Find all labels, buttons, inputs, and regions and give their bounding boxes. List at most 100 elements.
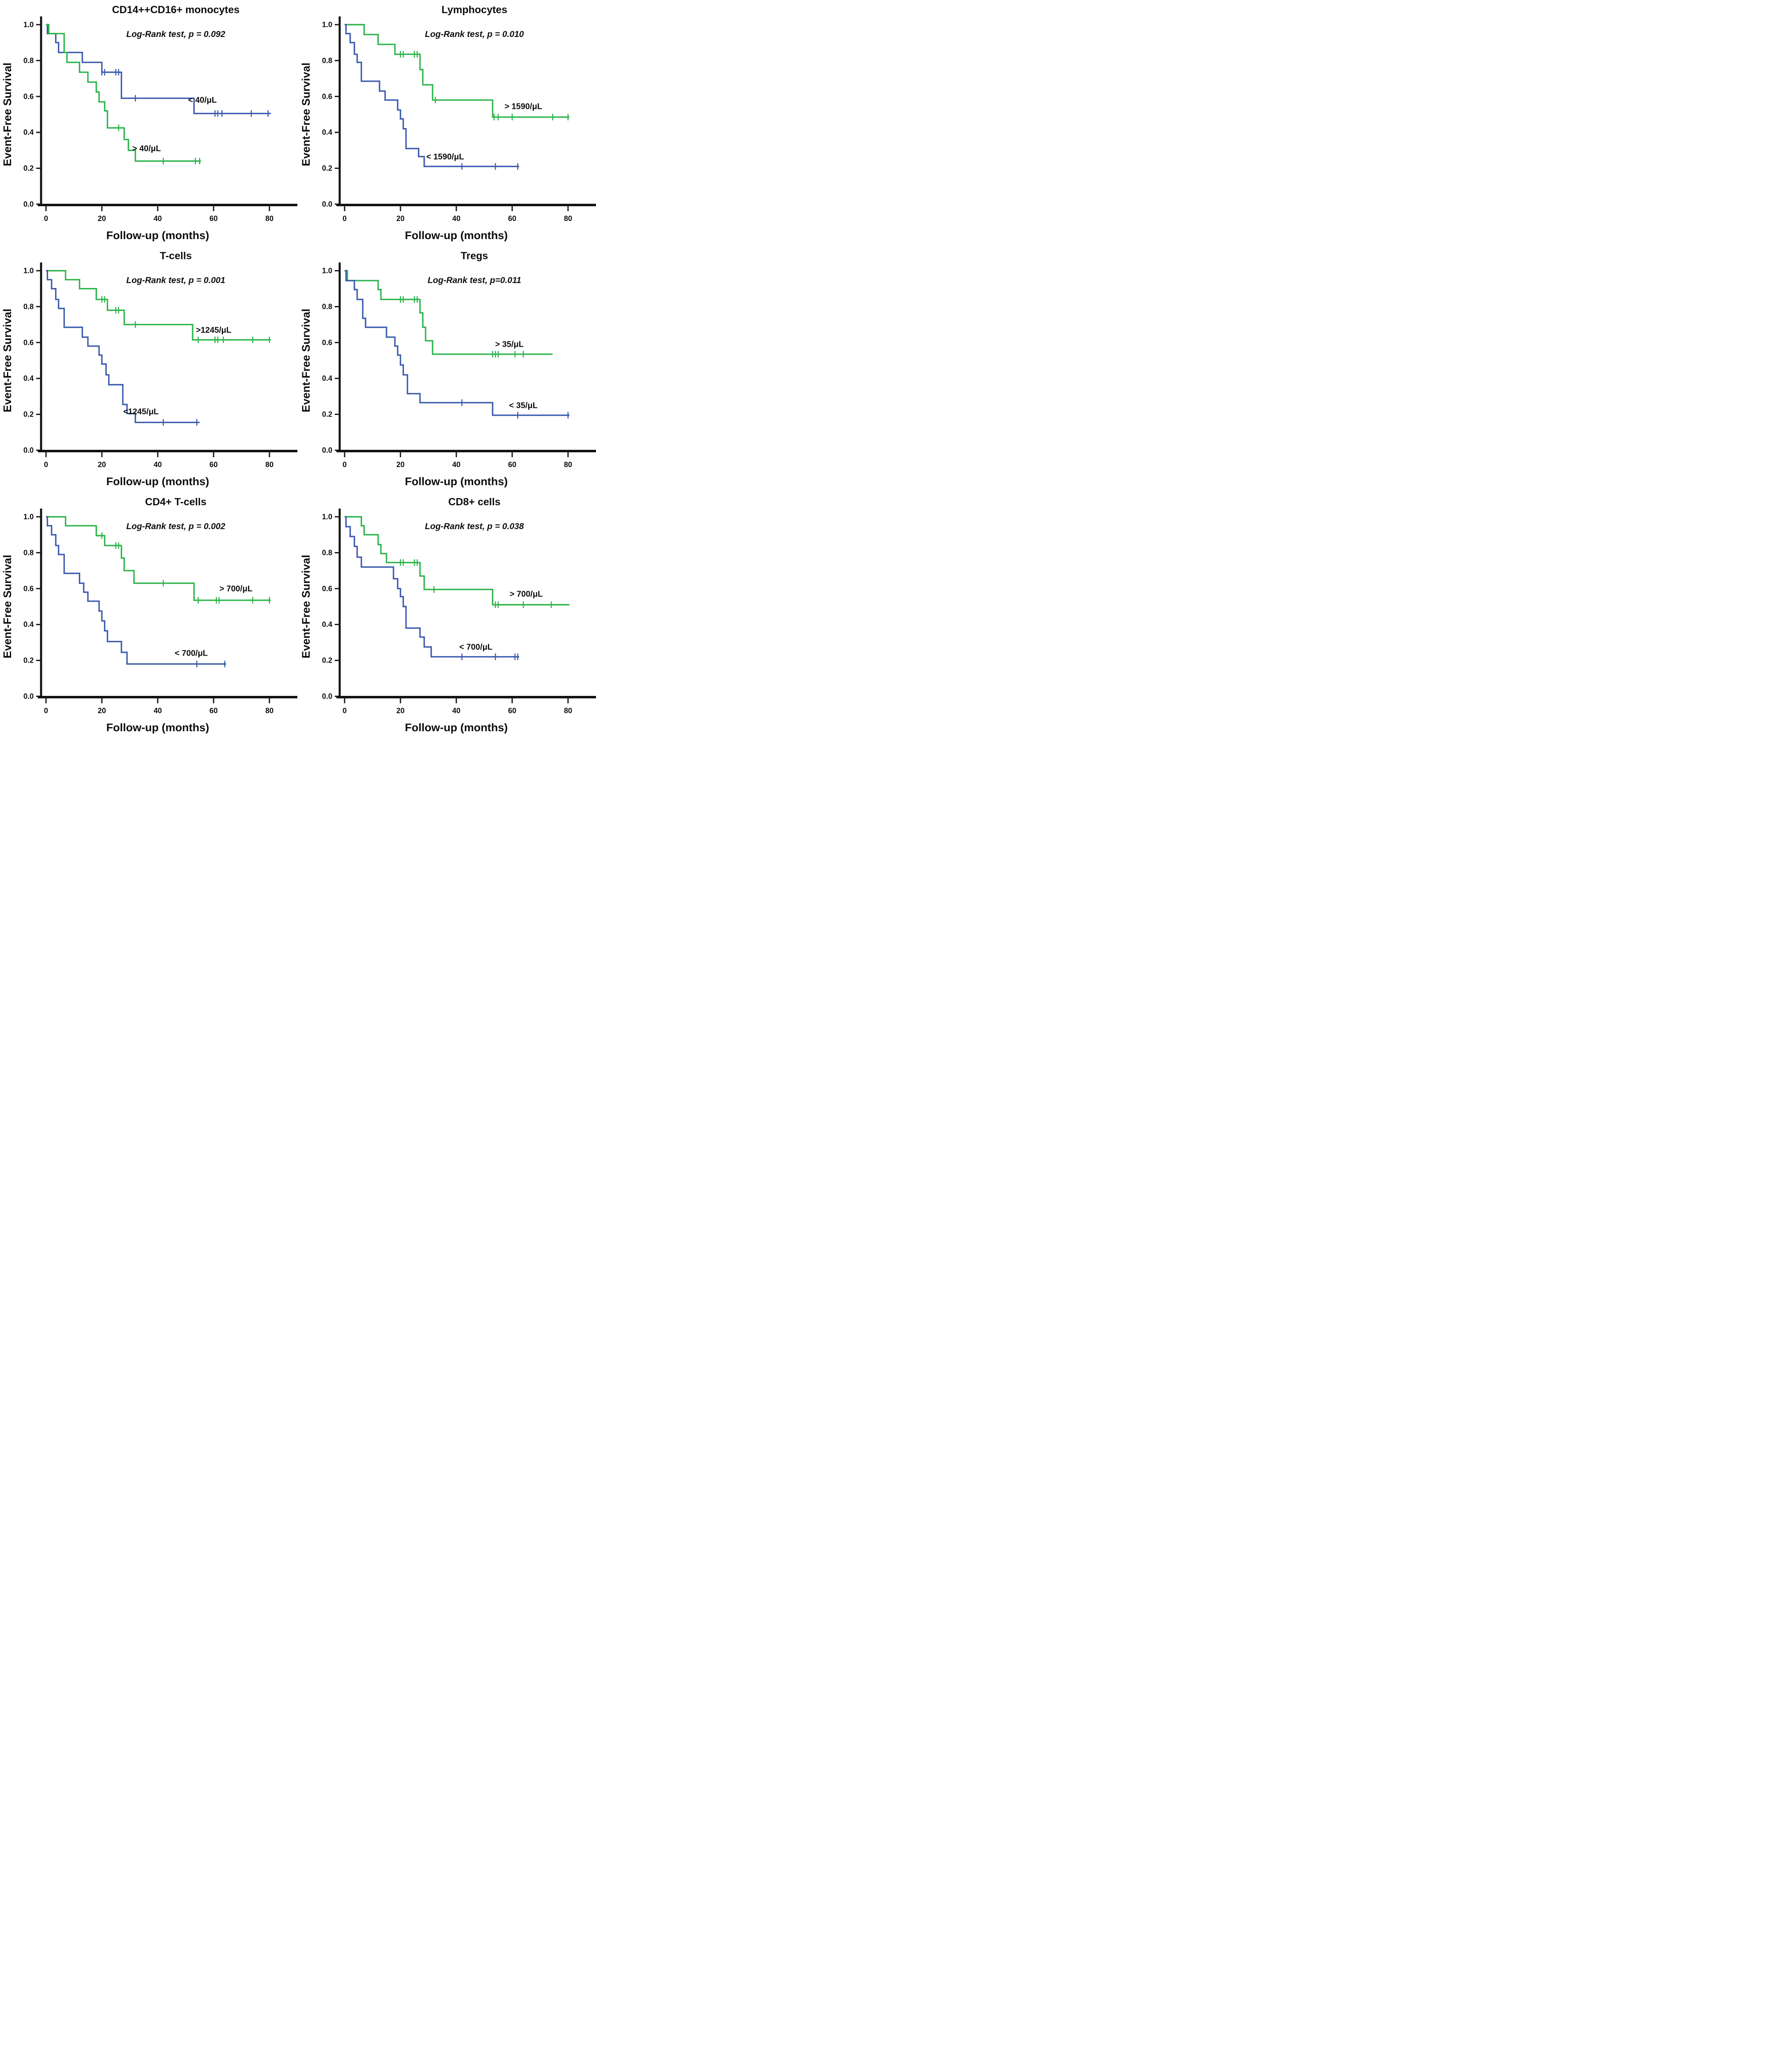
km-curve-blue	[46, 270, 200, 423]
x-tick-label: 60	[508, 214, 516, 223]
series-label-blue: < 35/μL	[509, 401, 538, 410]
y-tick-label: 0.8	[23, 302, 34, 311]
y-axis-title: Event-Free Survival	[300, 309, 312, 412]
x-axis-title: Follow-up (months)	[405, 229, 508, 242]
x-tick-label: 20	[98, 461, 106, 469]
x-tick-label: 20	[396, 707, 405, 715]
x-axis-title: Follow-up (months)	[405, 475, 508, 488]
y-tick-label: 0.8	[322, 56, 332, 64]
series-label-green: > 40/μL	[132, 144, 161, 153]
y-tick-label: 0.4	[322, 374, 332, 382]
series-label-green: > 700/μL	[510, 589, 543, 599]
x-tick-label: 60	[508, 707, 516, 715]
series-label-blue: < 700/μL	[459, 642, 492, 652]
panel-title: Lymphocytes	[442, 4, 507, 16]
series-label-blue: < 40/μL	[188, 96, 217, 105]
x-tick-label: 40	[154, 707, 162, 715]
x-tick-label: 20	[396, 461, 405, 469]
x-tick-label: 20	[98, 707, 106, 715]
km-chart-cd4-t-cells: 1.0 0.8 0.6 0.4 0.2 0.0 0 20 40 60 80 Event-Free Su…	[1, 496, 297, 734]
x-tick-label: 40	[452, 461, 460, 469]
y-tick-label: 0.6	[23, 92, 34, 101]
log-rank-annotation: Log-Rank test, p = 0.092	[127, 30, 225, 39]
y-tick-label: 0.0	[23, 446, 34, 454]
panel-title: CD4+ T-cells	[145, 496, 206, 508]
km-curve-blue	[345, 516, 519, 658]
km-chart-t-cells: 1.0 0.8 0.6 0.4 0.2 0.0 0 20 40 60 80 Event-Free Su…	[1, 250, 297, 488]
x-axis-title: Follow-up (months)	[106, 475, 209, 488]
panel-tregs: 1.0 0.8 0.6 0.4 0.2 0.0 0 20 40 60 80 Event-Free Su…	[299, 246, 597, 492]
y-tick-label: 0.6	[322, 92, 332, 101]
x-tick-label: 80	[564, 461, 572, 469]
y-axis-title: Event-Free Survival	[300, 62, 312, 166]
panel-title: CD14++CD16+ monocytes	[112, 4, 240, 16]
x-tick-label: 80	[265, 707, 274, 715]
series-label-blue: <1245/μL	[123, 408, 159, 417]
y-tick-label: 0.2	[322, 410, 332, 419]
y-tick-label: 0.8	[23, 548, 34, 557]
x-tick-label: 0	[343, 707, 347, 715]
y-tick-label: 0.6	[322, 585, 332, 593]
km-chart-cd14-cd16-monocytes: 1.0 0.8 0.6 0.4 0.2 0.0 0 20 40 60 80 Event-Free Su…	[1, 4, 297, 242]
y-axis-title: Event-Free Survival	[1, 555, 14, 658]
panel-title: T-cells	[160, 250, 192, 262]
km-curve-green	[345, 516, 570, 606]
y-axis-title: Event-Free Survival	[300, 555, 312, 658]
y-tick-label: 0.8	[23, 56, 34, 64]
x-tick-label: 40	[154, 461, 162, 469]
x-tick-label: 0	[44, 707, 48, 715]
panel-cd4-t-cells: 1.0 0.8 0.6 0.4 0.2 0.0 0 20 40 60 80 Event-Free Su…	[0, 492, 299, 738]
series-label-green: > 700/μL	[219, 584, 253, 593]
x-axis-title: Follow-up (months)	[405, 721, 508, 734]
series-label-green: > 35/μL	[495, 340, 524, 349]
y-tick-label: 0.2	[23, 410, 34, 419]
x-tick-label: 0	[343, 461, 347, 469]
y-tick-label: 0.6	[23, 338, 34, 347]
y-tick-label: 0.0	[322, 446, 332, 454]
x-tick-label: 40	[452, 707, 460, 715]
y-tick-label: 1.0	[23, 513, 34, 521]
x-tick-label: 40	[154, 214, 162, 223]
y-tick-label: 0.4	[23, 620, 34, 629]
x-tick-label: 0	[343, 214, 347, 223]
y-tick-label: 0.2	[322, 656, 332, 665]
x-tick-label: 0	[44, 461, 48, 469]
x-tick-label: 60	[209, 707, 218, 715]
log-rank-annotation: Log-Rank test, p = 0.001	[127, 276, 225, 285]
x-tick-label: 20	[396, 214, 405, 223]
series-label-blue: < 700/μL	[175, 649, 208, 658]
y-tick-label: 0.8	[322, 302, 332, 311]
y-tick-label: 1.0	[322, 21, 332, 29]
km-curve-green	[46, 516, 271, 601]
panel-cd14-cd16-monocytes: 1.0 0.8 0.6 0.4 0.2 0.0 0 20 40 60 80 Event-Free Su…	[0, 0, 299, 246]
x-axis-title: Follow-up (months)	[106, 721, 209, 734]
y-tick-label: 0.2	[23, 164, 34, 173]
y-tick-label: 1.0	[322, 267, 332, 275]
x-tick-label: 60	[508, 461, 516, 469]
y-tick-label: 0.0	[322, 692, 332, 700]
log-rank-annotation: Log-Rank test, p = 0.038	[425, 522, 524, 531]
y-tick-label: 0.2	[23, 656, 34, 665]
series-label-green: >1245/μL	[196, 326, 231, 335]
y-tick-label: 1.0	[23, 267, 34, 275]
panel-lymphocytes: 1.0 0.8 0.6 0.4 0.2 0.0 0 20 40 60 80 Event-Free Su…	[299, 0, 597, 246]
x-tick-label: 80	[564, 214, 572, 223]
log-rank-annotation: Log-Rank test, p = 0.010	[425, 30, 524, 39]
panel-title: Tregs	[461, 250, 488, 262]
x-axis-title: Follow-up (months)	[106, 229, 209, 242]
x-tick-label: 40	[452, 214, 460, 223]
km-curve-green	[46, 24, 201, 162]
km-chart-cd8-cells: 1.0 0.8 0.6 0.4 0.2 0.0 0 20 40 60 80 Event-Free Su…	[300, 496, 596, 734]
y-tick-label: 0.8	[322, 548, 332, 557]
km-chart-lymphocytes: 1.0 0.8 0.6 0.4 0.2 0.0 0 20 40 60 80 Event-Free Su…	[300, 4, 596, 242]
km-curve-blue	[345, 270, 570, 416]
y-tick-label: 1.0	[322, 513, 332, 521]
x-tick-label: 60	[209, 461, 218, 469]
log-rank-annotation: Log-Rank test, p = 0.002	[127, 522, 225, 531]
y-tick-label: 0.2	[322, 164, 332, 173]
y-tick-label: 0.0	[23, 200, 34, 208]
km-curve-green	[345, 270, 553, 355]
x-tick-label: 80	[265, 461, 274, 469]
y-tick-label: 0.4	[322, 128, 332, 136]
panel-t-cells: 1.0 0.8 0.6 0.4 0.2 0.0 0 20 40 60 80 Event-Free Su…	[0, 246, 299, 492]
